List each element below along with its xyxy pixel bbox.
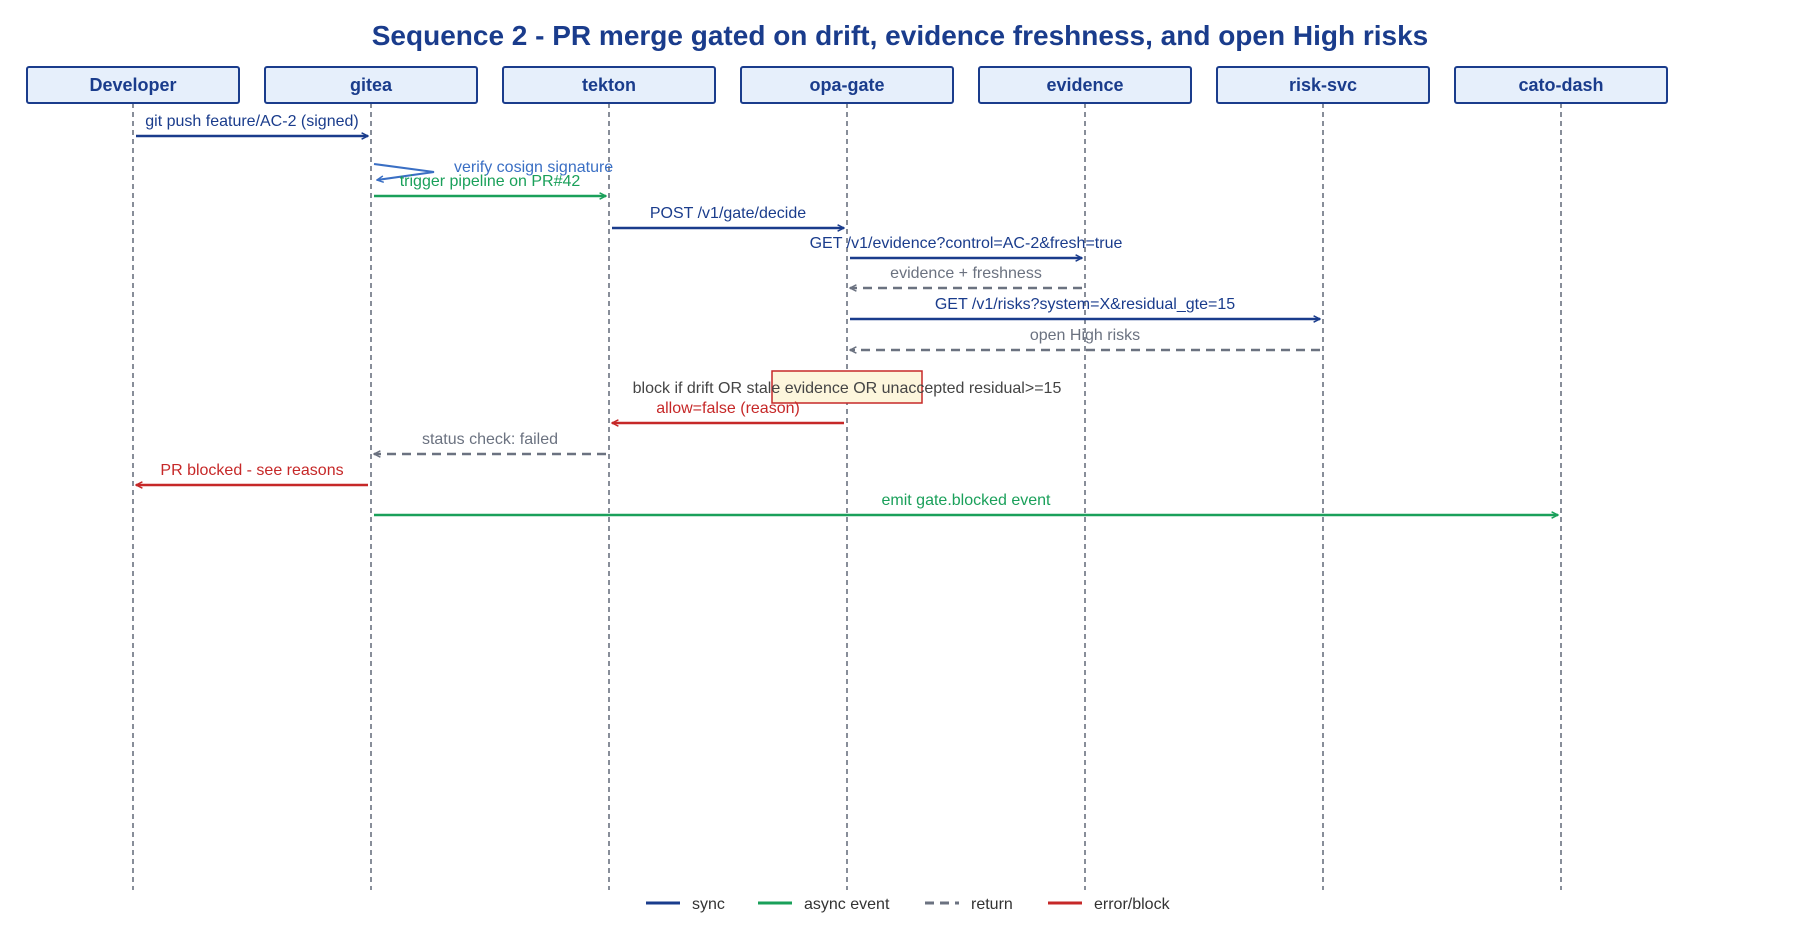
message-label: git push feature/AC-2 (signed) <box>145 113 358 130</box>
participant-label: cato-dash <box>1518 75 1603 95</box>
participant-box <box>502 66 716 104</box>
message-sync: git push feature/AC-2 (signed) <box>136 113 368 136</box>
message-label: GET /v1/risks?system=X&residual_gte=15 <box>935 296 1235 313</box>
message-self: verify cosign signature <box>373 159 613 180</box>
diagram-title: Sequence 2 - PR merge gated on drift, ev… <box>372 20 1429 51</box>
participant-label: Developer <box>89 75 176 95</box>
note-text: block if drift OR stale evidence OR unac… <box>633 380 1062 397</box>
legend-label: sync <box>692 896 725 913</box>
message-label: verify cosign signature <box>454 159 613 176</box>
message-error: PR blocked - see reasons <box>136 462 368 485</box>
legend-label: return <box>971 896 1013 913</box>
message-async: trigger pipeline on PR#42 <box>374 173 606 196</box>
participant-box <box>1454 66 1668 104</box>
participant-label: risk-svc <box>1289 75 1357 95</box>
legend-item-async: async event <box>758 896 890 913</box>
legend: sync async event return error/block <box>646 896 1171 913</box>
participant-gitea: gitea <box>264 66 478 104</box>
messages: git push feature/AC-2 (signed) verify cos… <box>136 113 1558 515</box>
self-arrow <box>373 163 435 180</box>
legend-item-error: error/block <box>1048 896 1171 913</box>
message-label: emit gate.blocked event <box>882 492 1052 509</box>
note-box <box>771 370 923 404</box>
message-return: status check: failed <box>374 431 606 454</box>
legend-label: error/block <box>1094 896 1171 913</box>
participant-evidence: evidence <box>978 66 1192 104</box>
participant-box <box>26 66 240 104</box>
participant-box <box>264 66 478 104</box>
participant-label: opa-gate <box>809 75 884 95</box>
participant-box <box>740 66 954 104</box>
lifelines <box>132 103 1562 890</box>
legend-item-return: return <box>925 896 1013 913</box>
message-sync: GET /v1/risks?system=X&residual_gte=15 <box>850 296 1320 319</box>
participant-opa-gate: opa-gate <box>740 66 954 104</box>
legend-item-sync: sync <box>646 896 725 913</box>
message-label: PR blocked - see reasons <box>160 462 343 479</box>
message-label: GET /v1/evidence?control=AC-2&fresh=true <box>810 235 1123 252</box>
message-sync: GET /v1/evidence?control=AC-2&fresh=true <box>810 235 1123 258</box>
participant-label: gitea <box>350 75 393 95</box>
participant-label: tekton <box>582 75 636 95</box>
participant-box <box>978 66 1192 104</box>
message-label: evidence + freshness <box>890 265 1042 282</box>
message-label: status check: failed <box>422 431 558 448</box>
participant-tekton: tekton <box>502 66 716 104</box>
participant-cato-dash: cato-dash <box>1454 66 1668 104</box>
message-note: block if drift OR stale evidence OR unac… <box>633 370 1062 404</box>
participant-risk-svc: risk-svc <box>1216 66 1430 104</box>
message-return: evidence + freshness <box>850 265 1082 288</box>
message-label: allow=false (reason) <box>656 400 800 417</box>
message-return: open High risks <box>850 327 1320 350</box>
participant-box <box>1216 66 1430 104</box>
legend-label: async event <box>804 896 890 913</box>
message-async: emit gate.blocked event <box>374 492 1558 515</box>
message-error: allow=false (reason) <box>612 400 844 423</box>
message-label: POST /v1/gate/decide <box>650 205 806 222</box>
participant-developer: Developer <box>26 66 240 104</box>
message-label: open High risks <box>1030 327 1140 344</box>
message-sync: POST /v1/gate/decide <box>612 205 844 228</box>
message-label: trigger pipeline on PR#42 <box>400 173 581 190</box>
participant-label: evidence <box>1046 75 1123 95</box>
participant-boxes: Developer gitea tekton opa-gate evidence risk… <box>26 66 1668 104</box>
